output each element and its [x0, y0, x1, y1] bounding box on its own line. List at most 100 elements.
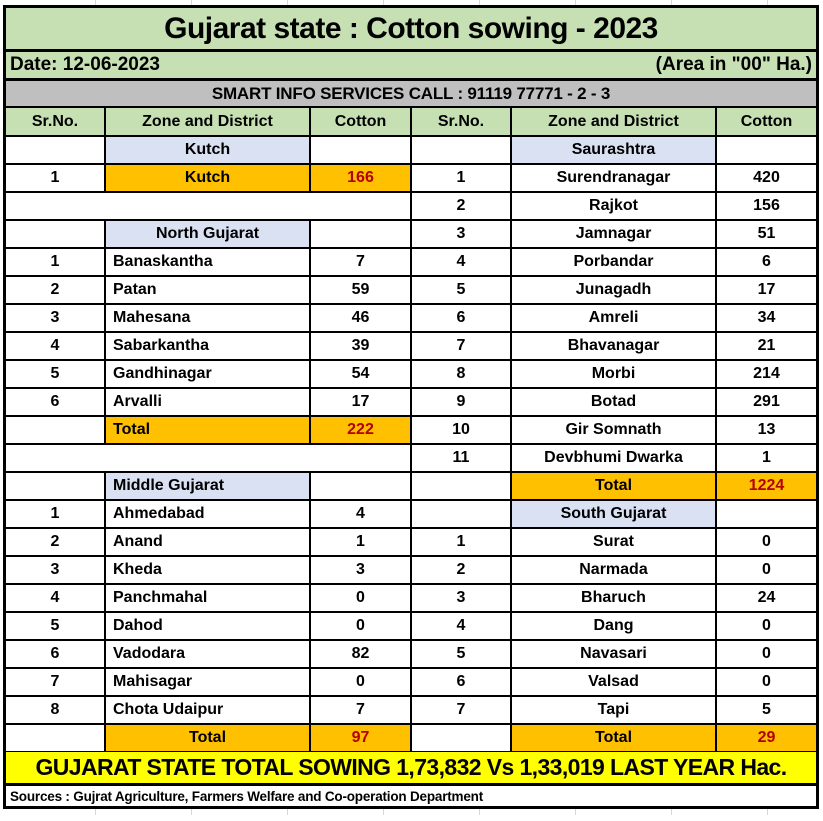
column-header: Zone and District: [106, 108, 309, 135]
district-cell: Devbhumi Dwarka: [512, 445, 715, 471]
sr-cell: 5: [412, 641, 510, 667]
sr-cell: [6, 137, 104, 163]
zone-header-cell: Saurashtra: [512, 137, 715, 163]
district-cell: Dang: [512, 613, 715, 639]
sr-cell: 8: [412, 361, 510, 387]
district-cell: Rajkot: [512, 193, 715, 219]
district-cell: Mahisagar: [106, 669, 309, 695]
value-cell: 1: [717, 445, 816, 471]
value-cell: 82: [311, 641, 410, 667]
value-cell: 7: [311, 697, 410, 723]
total-value-cell: 222: [311, 417, 410, 443]
district-cell: Narmada: [512, 557, 715, 583]
sr-cell: [6, 417, 104, 443]
district-cell: Surendranagar: [512, 165, 715, 191]
district-cell: Chota Udaipur: [106, 697, 309, 723]
district-cell: Arvalli: [106, 389, 309, 415]
district-cell: Valsad: [512, 669, 715, 695]
total-value-cell: 97: [311, 725, 410, 751]
value-cell: 5: [717, 697, 816, 723]
sr-cell: 1: [6, 501, 104, 527]
total-value-cell: 1224: [717, 473, 816, 499]
value-cell: 17: [717, 277, 816, 303]
district-cell: Morbi: [512, 361, 715, 387]
value-cell: 291: [717, 389, 816, 415]
value-cell: 13: [717, 417, 816, 443]
sr-cell: [412, 501, 510, 527]
date-row: Date: 12-06-2023 (Area in "00" Ha.): [6, 52, 816, 81]
district-cell: Amreli: [512, 305, 715, 331]
value-cell: 0: [717, 529, 816, 555]
district-cell: Banaskantha: [106, 249, 309, 275]
sr-cell: 6: [412, 669, 510, 695]
district-cell: Panchmahal: [106, 585, 309, 611]
total-label-cell: Total: [512, 473, 715, 499]
column-header: Cotton: [311, 108, 410, 135]
sr-cell: 7: [412, 333, 510, 359]
zone-header-cell: Kutch: [106, 137, 309, 163]
sr-cell: 3: [6, 557, 104, 583]
value-cell: [717, 137, 816, 163]
area-unit-label: (Area in "00" Ha.): [655, 54, 812, 75]
value-cell: 54: [311, 361, 410, 387]
sr-cell: 4: [412, 613, 510, 639]
sr-cell: 1: [412, 165, 510, 191]
value-cell: 59: [311, 277, 410, 303]
sr-cell: 3: [412, 221, 510, 247]
district-cell: Jamnagar: [512, 221, 715, 247]
district-cell: Sabarkantha: [106, 333, 309, 359]
sr-cell: 2: [6, 529, 104, 555]
value-cell: [311, 221, 410, 247]
total-value-cell: 29: [717, 725, 816, 751]
total-label-cell: Total: [106, 725, 309, 751]
value-cell: 166: [311, 165, 410, 191]
sr-cell: 2: [412, 557, 510, 583]
sr-cell: 5: [6, 613, 104, 639]
value-cell: 51: [717, 221, 816, 247]
value-cell: [311, 137, 410, 163]
cotton-sowing-table: Sr.No. Zone and District Cotton Sr.No. Zone …: [6, 108, 816, 752]
value-cell: [717, 501, 816, 527]
sheet-margin-bottom: [0, 809, 823, 815]
sr-cell: 7: [6, 669, 104, 695]
empty-row-cell: [6, 445, 410, 471]
total-label-cell: Total: [106, 417, 309, 443]
value-cell: 0: [311, 613, 410, 639]
sr-cell: 7: [412, 697, 510, 723]
sr-cell: 2: [6, 277, 104, 303]
column-header: Zone and District: [512, 108, 715, 135]
zone-header-cell: North Gujarat: [106, 221, 309, 247]
sr-cell: 6: [6, 641, 104, 667]
sr-cell: [412, 725, 510, 751]
sr-cell: 4: [6, 585, 104, 611]
sr-cell: 3: [412, 585, 510, 611]
district-cell: Vadodara: [106, 641, 309, 667]
sr-cell: 4: [412, 249, 510, 275]
district-cell: Gandhinagar: [106, 361, 309, 387]
value-cell: 0: [717, 613, 816, 639]
district-cell: Dahod: [106, 613, 309, 639]
sr-cell: 4: [6, 333, 104, 359]
sr-cell: [6, 725, 104, 751]
district-cell: Patan: [106, 277, 309, 303]
value-cell: 214: [717, 361, 816, 387]
value-cell: 0: [311, 669, 410, 695]
district-cell: Porbandar: [512, 249, 715, 275]
district-cell: Tapi: [512, 697, 715, 723]
sr-cell: 11: [412, 445, 510, 471]
district-cell: Ahmedabad: [106, 501, 309, 527]
district-cell: Junagadh: [512, 277, 715, 303]
value-cell: 0: [717, 641, 816, 667]
sheet-margin-top: [0, 0, 823, 5]
sr-cell: 6: [6, 389, 104, 415]
sr-cell: 1: [6, 249, 104, 275]
district-cell: Navasari: [512, 641, 715, 667]
info-service-line: SMART INFO SERVICES CALL : 91119 77771 -…: [6, 81, 816, 108]
value-cell: 17: [311, 389, 410, 415]
column-header: Sr.No.: [6, 108, 104, 135]
zone-header-cell: South Gujarat: [512, 501, 715, 527]
sr-cell: [6, 221, 104, 247]
value-cell: 21: [717, 333, 816, 359]
sr-cell: 6: [412, 305, 510, 331]
report-frame: Gujarat state : Cotton sowing - 2023 Dat…: [3, 5, 819, 809]
